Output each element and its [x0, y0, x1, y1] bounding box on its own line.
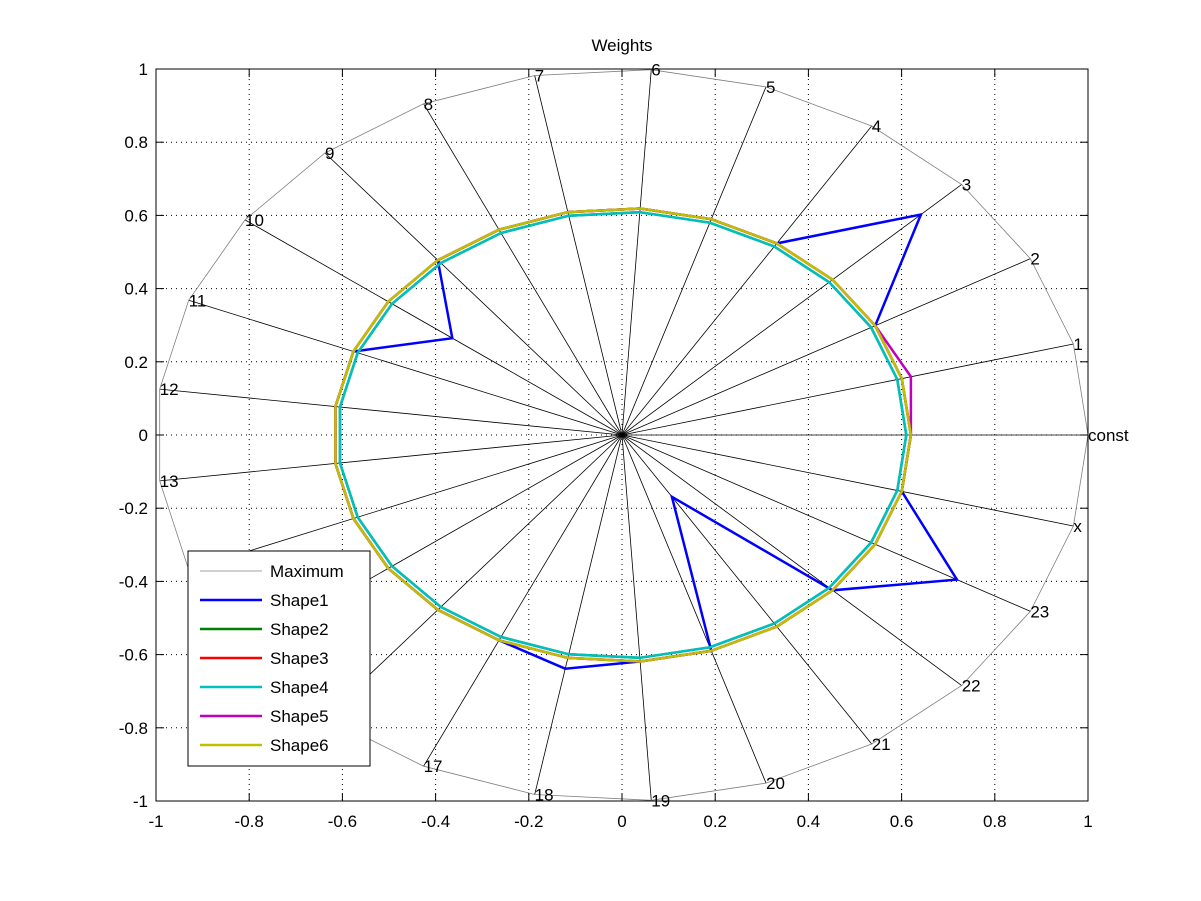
legend-label: Shape6	[270, 736, 329, 755]
spoke-line	[621, 434, 873, 745]
spoke-label: 8	[424, 95, 433, 114]
spoke-label: 13	[160, 472, 179, 491]
spoke-label: 11	[189, 291, 207, 310]
legend-label: Shape2	[270, 620, 329, 639]
spoke-line	[621, 69, 652, 436]
spoke-line	[621, 343, 1074, 436]
spoke-label: 3	[962, 175, 971, 194]
spoke-line	[159, 434, 623, 482]
legend-label: Maximum	[270, 562, 344, 581]
y-tick-label: -0.4	[119, 572, 148, 591]
spoke-line	[324, 434, 623, 718]
x-tick-label: 0.2	[703, 812, 727, 831]
chart-title: Weights	[591, 36, 652, 55]
spokes	[159, 69, 1088, 801]
y-tick-label: 1	[139, 60, 148, 79]
legend-label: Shape4	[270, 678, 329, 697]
spoke-line	[621, 434, 1074, 527]
x-tick-label: -0.8	[235, 812, 264, 831]
spoke-line	[621, 86, 767, 436]
y-tick-label: 0	[139, 426, 148, 445]
x-tick-label: 0.4	[797, 812, 821, 831]
spoke-label: x	[1073, 517, 1082, 536]
spoke-line	[621, 434, 962, 686]
series-shape6	[334, 207, 913, 663]
y-tick-label: -0.2	[119, 499, 148, 518]
spoke-label: 18	[535, 786, 554, 805]
spoke-label: 22	[962, 677, 981, 696]
spoke-line	[621, 434, 652, 801]
spoke-label: 1	[1073, 335, 1082, 354]
spoke-label: const	[1088, 426, 1129, 445]
legend-label: Shape1	[270, 591, 329, 610]
spoke-label: 23	[1030, 602, 1049, 621]
spoke-label: 9	[325, 144, 334, 163]
x-tick-label: -0.4	[421, 812, 450, 831]
spoke-label: 21	[872, 735, 891, 754]
x-tick-label: -0.6	[328, 812, 357, 831]
spoke-line	[188, 299, 623, 436]
spoke-line	[324, 152, 623, 436]
x-tick-label: 0	[617, 812, 626, 831]
spoke-labels: const12345678910111213141516171819202122…	[160, 61, 1129, 811]
spoke-line	[621, 184, 962, 436]
y-tick-label: 0.8	[124, 133, 148, 152]
series-shape4	[338, 210, 908, 660]
spoke-line	[534, 434, 623, 795]
x-tick-label: -0.2	[514, 812, 543, 831]
spoke-label: 17	[424, 757, 443, 776]
x-tick-label: -1	[148, 812, 163, 831]
y-tick-label: -1	[133, 792, 148, 811]
spoke-label: 4	[872, 117, 881, 136]
x-tick-label: 1	[1083, 812, 1092, 831]
spoke-line	[621, 125, 873, 436]
spoke-line	[244, 219, 623, 436]
spoke-line	[621, 258, 1031, 436]
spoke-label: 2	[1030, 250, 1039, 269]
y-tick-label: 0.4	[124, 280, 148, 299]
spoke-label: 6	[651, 61, 660, 80]
spoke-label: 7	[535, 66, 544, 85]
y-tick-label: -0.8	[119, 719, 148, 738]
series-lines	[159, 69, 1089, 801]
x-tick-label: 0.8	[983, 812, 1007, 831]
spoke-line	[621, 434, 767, 784]
spoke-line	[534, 75, 623, 436]
x-tick-label: 0.6	[890, 812, 914, 831]
spoke-line	[159, 388, 623, 436]
y-tick-label: -0.6	[119, 646, 148, 665]
spoke-label: 12	[160, 380, 179, 399]
spoke-label: 20	[766, 774, 785, 793]
spoke-line	[621, 434, 1031, 612]
spoke-line	[188, 434, 623, 571]
spoke-label: 10	[245, 211, 264, 230]
spoke-line	[423, 434, 623, 767]
axis-ticks: -1 -0.8 -0.6 -0.4 -0.2 0 0.2 0.4 0.6 0.8 1 -1 -0.8 -0…	[119, 60, 1093, 831]
spoke-label: 5	[766, 78, 775, 97]
spoke-line	[423, 103, 623, 436]
y-tick-label: 0.2	[124, 353, 148, 372]
legend: Maximum Shape1 Shape2 Shape3 Shape4 Shape5 Sha…	[187, 550, 371, 767]
y-tick-label: 0.6	[124, 206, 148, 225]
legend-label: Shape3	[270, 649, 329, 668]
legend-label: Shape5	[270, 707, 329, 726]
